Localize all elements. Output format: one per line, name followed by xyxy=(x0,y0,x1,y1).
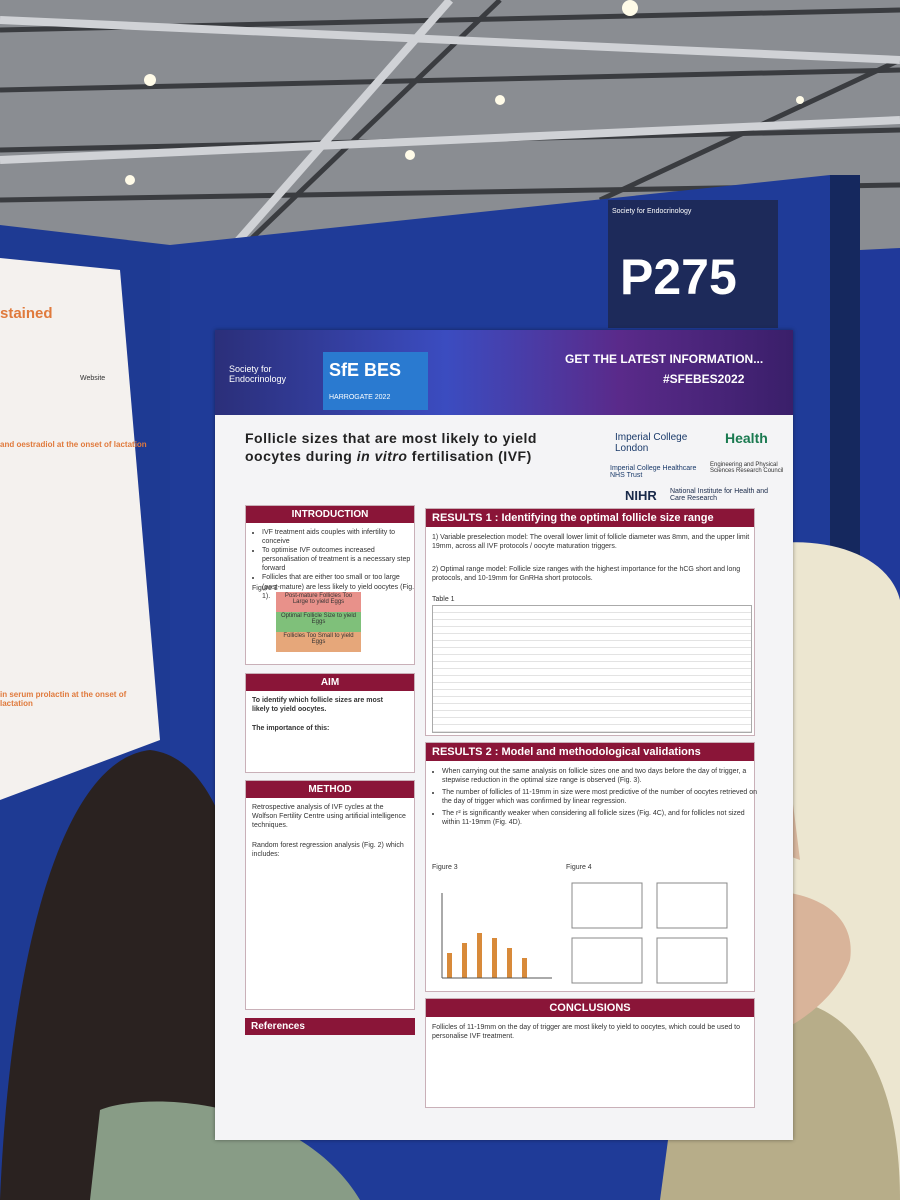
method-text: Retrospective analysis of IVF cycles at … xyxy=(252,804,406,830)
title: oocytes during in vitro fertilisation (I… xyxy=(245,448,532,464)
banner-hashtag: #SFEBES2022 xyxy=(663,372,745,386)
figure-zone: Follicles Too Small to yield Eggs xyxy=(276,632,361,652)
bullet: IVF treatment aids couples with infertil… xyxy=(262,528,417,546)
results2-box: RESULTS 2 : Model and methodological val… xyxy=(425,742,757,992)
event-name: SfE BES xyxy=(329,360,402,380)
conclusions-box: CONCLUSIONS Follicles of 11-19mm on the … xyxy=(425,998,755,1108)
aim-importance: The importance of this: xyxy=(252,725,330,732)
figure-label: Figure 1 xyxy=(252,585,278,592)
section-heading: AIM xyxy=(246,674,414,691)
aim-text: To identify which follicle sizes are mos… xyxy=(252,697,383,714)
bullet: The number of follicles of 11-19mm in si… xyxy=(442,788,760,806)
conclusions-text: Follicles of 11-19mm on the day of trigg… xyxy=(432,1024,741,1041)
section-heading: References xyxy=(245,1018,415,1035)
intro-list: IVF treatment aids couples with infertil… xyxy=(250,528,417,601)
banner xyxy=(215,330,793,415)
banner-cta: GET THE LATEST INFORMATION... xyxy=(565,352,764,366)
event-badge xyxy=(323,352,428,410)
section-heading: CONCLUSIONS xyxy=(426,999,754,1017)
results1-text: 2) Optimal range model: Follicle size ra… xyxy=(432,566,741,583)
section-heading: RESULTS 1 : Identifying the optimal foll… xyxy=(426,509,754,527)
figure-zones: Post-mature Follicles Too Large to yield… xyxy=(276,592,361,652)
figure-label: Figure 3 xyxy=(432,864,458,871)
section-heading: RESULTS 2 : Model and methodological val… xyxy=(426,743,754,761)
event-location: HARROGATE 2022 xyxy=(329,394,391,401)
poster: Society for Endocrinology SfE BES HARROG… xyxy=(215,330,793,1140)
title-part: fertilisation (IVF) xyxy=(407,448,532,464)
logo: Engineering and Physical Sciences Resear… xyxy=(710,462,784,474)
left-website: Website xyxy=(80,375,106,382)
figure-label: Figure 4 xyxy=(566,864,592,871)
figure-zone: Post-mature Follicles Too Large to yield… xyxy=(276,592,361,612)
logo: National Institute for Health and Care R… xyxy=(670,488,769,502)
booth-number: P275 xyxy=(620,249,737,305)
left-section: in serum prolactin at the onset of lacta… xyxy=(0,690,127,708)
figure-zone: Optimal Follicle Size to yield Eggs xyxy=(276,612,361,632)
results-figures xyxy=(441,882,728,984)
bullet: Follicles that are either too small or t… xyxy=(262,573,417,600)
results1-text: 1) Variable preselection model: The over… xyxy=(432,534,750,551)
logo: Imperial College London xyxy=(615,432,688,454)
title: Follicle sizes that are most likely to y… xyxy=(245,430,537,446)
section-heading: INTRODUCTION xyxy=(246,506,414,523)
table xyxy=(432,605,752,733)
section-heading: METHOD xyxy=(246,781,414,798)
logo: Health xyxy=(725,430,768,446)
method-box: METHOD Retrospective analysis of IVF cyc… xyxy=(245,780,415,1010)
logo: NIHR xyxy=(625,488,657,503)
booth-society: Society for Endocrinology xyxy=(612,208,692,215)
aim-box: AIM To identify which follicle sizes are… xyxy=(245,673,415,773)
logo: Imperial College Healthcare NHS Trust xyxy=(610,465,697,479)
left-heading: stained xyxy=(0,305,53,322)
table-label: Table 1 xyxy=(432,596,455,603)
bullet: The r² is significantly weaker when cons… xyxy=(442,809,760,827)
results1-box: RESULTS 1 : Identifying the optimal foll… xyxy=(425,508,755,736)
title-part: in vitro xyxy=(356,448,408,464)
bullet: To optimise IVF outcomes increased perso… xyxy=(262,546,417,573)
bullet: When carrying out the same analysis on f… xyxy=(442,767,760,785)
intro-box: INTRODUCTION IVF treatment aids couples … xyxy=(245,505,415,665)
banner-society: Society for Endocrinology xyxy=(229,364,287,384)
title-part: oocytes during xyxy=(245,448,357,464)
left-section: and oestradiol at the onset of lactation xyxy=(0,440,147,449)
results2-list: When carrying out the same analysis on f… xyxy=(430,767,760,831)
method-sub: Random forest regression analysis (Fig. … xyxy=(252,842,404,859)
